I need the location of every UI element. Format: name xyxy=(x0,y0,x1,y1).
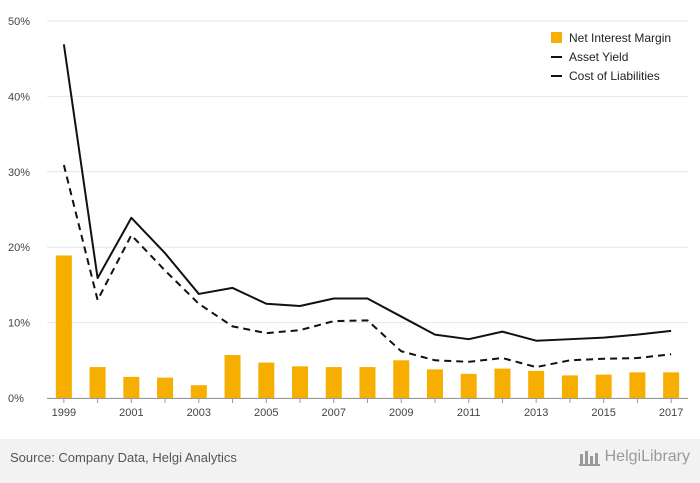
legend-item-asset-yield: Asset Yield xyxy=(551,47,671,66)
legend-swatch-line xyxy=(551,55,562,58)
bar-net-interest-margin xyxy=(292,366,309,398)
source-note: Source: Company Data, Helgi Analytics xyxy=(10,450,237,465)
x-tick-label: 2013 xyxy=(524,407,548,419)
x-tick-label: 2003 xyxy=(187,407,211,419)
x-tick-label: 2007 xyxy=(322,407,346,419)
bar-net-interest-margin xyxy=(460,373,477,398)
bar-net-interest-margin xyxy=(561,375,578,398)
y-tick-label: 20% xyxy=(8,242,30,254)
x-tick-label: 1999 xyxy=(52,407,76,419)
y-tick-label: 0% xyxy=(8,393,24,405)
x-tick-label: 2015 xyxy=(591,407,615,419)
brand-logo[interactable]: HelgiLibrary xyxy=(578,448,690,466)
library-icon xyxy=(578,451,600,466)
legend-item-net-interest-margin: Net Interest Margin xyxy=(551,28,671,47)
x-tick-label: 2001 xyxy=(119,407,143,419)
bar-net-interest-margin xyxy=(258,362,275,398)
legend-swatch-bar xyxy=(551,32,562,43)
chart: 0% 10% 20% 30% 40% 50% 1999 2001 2003 2005 2007 200… xyxy=(8,16,688,419)
y-tick-label: 30% xyxy=(8,167,30,179)
bar-net-interest-margin xyxy=(426,369,443,398)
bar-net-interest-margin xyxy=(393,360,410,398)
axes: 0% 10% 20% 30% 40% 50% 1999 2001 2003 2005 2007 200… xyxy=(8,16,688,419)
line-cost-of-liabilities xyxy=(62,164,672,369)
bar-net-interest-margin xyxy=(123,376,140,398)
x-tick-label: 2011 xyxy=(457,407,481,419)
bar-net-interest-margin xyxy=(595,374,612,398)
bar-net-interest-margin xyxy=(629,372,646,398)
bar-net-interest-margin xyxy=(359,367,376,398)
footer: Source: Company Data, Helgi Analytics He… xyxy=(0,439,700,483)
y-tick-label: 10% xyxy=(8,318,30,330)
legend-label: Asset Yield xyxy=(569,49,629,64)
x-tick-label: 2017 xyxy=(659,407,683,419)
legend-label: Cost of Liabilities xyxy=(569,68,660,83)
bar-net-interest-margin xyxy=(663,372,680,398)
bar-series xyxy=(55,255,680,398)
y-tick-label: 50% xyxy=(8,16,30,28)
y-tick-label: 40% xyxy=(8,91,30,103)
legend-swatch-dashed xyxy=(551,74,562,77)
bar-net-interest-margin xyxy=(89,367,106,398)
bar-net-interest-margin xyxy=(224,355,241,398)
x-tick-label: 2005 xyxy=(254,407,278,419)
legend-item-cost-of-liabilities: Cost of Liabilities xyxy=(551,66,671,85)
bar-net-interest-margin xyxy=(55,255,72,398)
bar-net-interest-margin xyxy=(528,370,545,398)
bar-net-interest-margin xyxy=(157,377,174,398)
x-tick-label: 2009 xyxy=(389,407,413,419)
bar-net-interest-margin xyxy=(494,368,511,398)
line-series xyxy=(62,44,672,369)
legend: Net Interest Margin Asset Yield Cost of … xyxy=(551,28,671,85)
bar-net-interest-margin xyxy=(325,367,342,398)
bar-net-interest-margin xyxy=(190,385,207,398)
line-asset-yield xyxy=(62,44,672,342)
brand-name: HelgiLibrary xyxy=(604,448,690,465)
legend-label: Net Interest Margin xyxy=(569,30,672,45)
